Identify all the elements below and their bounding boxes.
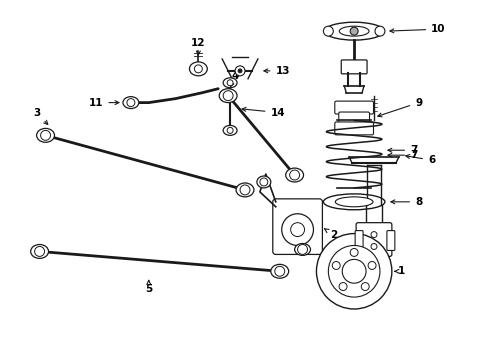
Ellipse shape <box>286 168 303 182</box>
Text: 1: 1 <box>395 266 405 276</box>
Circle shape <box>240 185 250 195</box>
Ellipse shape <box>37 129 54 142</box>
Text: 7: 7 <box>388 150 417 160</box>
Circle shape <box>317 234 392 309</box>
Ellipse shape <box>339 26 369 36</box>
Ellipse shape <box>271 264 289 278</box>
Text: 8: 8 <box>391 197 422 207</box>
Circle shape <box>297 244 308 255</box>
Circle shape <box>260 178 268 186</box>
Ellipse shape <box>223 125 237 135</box>
Circle shape <box>332 261 340 269</box>
Ellipse shape <box>294 243 311 255</box>
Ellipse shape <box>324 22 384 40</box>
Circle shape <box>342 260 366 283</box>
Circle shape <box>350 248 358 256</box>
Circle shape <box>275 266 285 276</box>
Text: 11: 11 <box>89 98 119 108</box>
Circle shape <box>290 170 299 180</box>
FancyBboxPatch shape <box>355 231 363 251</box>
Circle shape <box>238 69 242 73</box>
Text: 7: 7 <box>388 145 417 155</box>
Circle shape <box>227 80 233 86</box>
Ellipse shape <box>190 62 207 76</box>
Circle shape <box>282 214 314 246</box>
Ellipse shape <box>219 89 237 103</box>
Circle shape <box>368 261 376 269</box>
Ellipse shape <box>31 244 49 258</box>
Ellipse shape <box>257 176 271 188</box>
FancyBboxPatch shape <box>387 231 395 251</box>
Text: 5: 5 <box>145 280 152 294</box>
Circle shape <box>35 247 45 256</box>
Circle shape <box>375 26 385 36</box>
Text: 9: 9 <box>378 98 422 117</box>
Text: 10: 10 <box>390 24 446 34</box>
Circle shape <box>195 65 202 73</box>
Circle shape <box>291 223 305 237</box>
Circle shape <box>339 283 347 291</box>
Circle shape <box>328 246 380 297</box>
Circle shape <box>127 99 135 107</box>
Circle shape <box>227 127 233 133</box>
Circle shape <box>41 130 50 140</box>
Text: 3: 3 <box>33 108 48 125</box>
Circle shape <box>323 26 333 36</box>
Ellipse shape <box>236 183 254 197</box>
FancyBboxPatch shape <box>341 60 367 74</box>
Text: 6: 6 <box>406 154 435 165</box>
Ellipse shape <box>335 197 373 207</box>
Circle shape <box>350 27 358 35</box>
Circle shape <box>371 243 377 249</box>
Text: 14: 14 <box>242 107 285 117</box>
FancyBboxPatch shape <box>335 101 373 114</box>
Circle shape <box>235 66 245 76</box>
Circle shape <box>371 231 377 238</box>
FancyBboxPatch shape <box>339 112 369 124</box>
Text: 12: 12 <box>191 38 206 55</box>
FancyBboxPatch shape <box>356 223 392 256</box>
Ellipse shape <box>323 194 385 210</box>
Text: 4: 4 <box>230 71 239 87</box>
FancyBboxPatch shape <box>273 199 322 255</box>
Circle shape <box>361 283 369 291</box>
Ellipse shape <box>223 78 237 88</box>
Circle shape <box>223 91 233 100</box>
Text: 2: 2 <box>324 229 337 239</box>
Text: 13: 13 <box>264 66 290 76</box>
Ellipse shape <box>123 96 139 109</box>
FancyBboxPatch shape <box>335 122 373 135</box>
